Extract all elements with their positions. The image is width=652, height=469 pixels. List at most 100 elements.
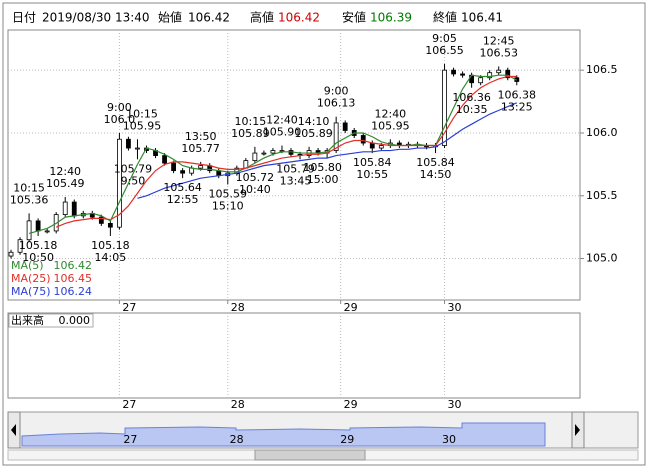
annotation-time: 15:10	[212, 199, 244, 212]
volume-label: 出来高	[11, 313, 44, 327]
legend-value: 106.42	[54, 259, 93, 272]
x-tick-label: 28	[231, 301, 245, 314]
legend-label: MA(5)	[11, 259, 44, 272]
navigator-overview	[21, 422, 546, 447]
annotation-time: 10:55	[356, 168, 388, 181]
candle-body	[460, 73, 465, 76]
annotation-time: 12:40	[266, 114, 298, 127]
annotation-price: 105.95	[123, 119, 162, 132]
annotation-price: 105.79	[114, 162, 153, 175]
candle-body	[496, 69, 502, 74]
candle-body	[333, 122, 339, 151]
annotation-time: 9:00	[107, 101, 132, 114]
annotation-time: 12:40	[49, 165, 81, 178]
header-low: 106.39	[370, 11, 412, 25]
legend-label: MA(75)	[11, 285, 51, 298]
candle-body	[162, 155, 167, 164]
navigator-tick-label: 28	[230, 433, 244, 446]
annotation-price: 105.36	[10, 193, 49, 206]
x-tick-label: 27	[122, 301, 136, 314]
annotation-time: 12:55	[167, 193, 199, 206]
annotation-price: 105.84	[416, 156, 455, 169]
annotation-price: 106.13	[317, 97, 356, 110]
annotation-price: 105.79	[276, 162, 315, 175]
y-tick-label: 106.5	[586, 63, 618, 76]
annotation-time: 10:50	[22, 251, 54, 264]
candle-body	[117, 138, 122, 228]
annotation-time: 14:10	[298, 115, 330, 128]
annotation-price: 105.80	[303, 161, 342, 174]
candle-body	[135, 147, 140, 150]
candle-body	[107, 222, 113, 228]
header-close: 106.41	[461, 11, 503, 25]
candle-body	[261, 152, 267, 155]
volume-pane	[7, 312, 581, 399]
annotation-time: 14:50	[420, 168, 452, 181]
navigator-tick-label: 27	[123, 433, 137, 446]
x-tick-label: 30	[448, 301, 462, 314]
x-tick-label: 28	[231, 398, 245, 411]
scrollbar-thumb[interactable]	[254, 449, 366, 461]
annotation-price: 106.53	[479, 46, 518, 59]
navigator-tick-label: 30	[442, 433, 456, 446]
annotation-price: 105.18	[19, 239, 58, 252]
candle-body	[17, 239, 23, 253]
annotation-price: 105.72	[236, 171, 275, 184]
header-high: 106.42	[278, 11, 320, 25]
annotation-time: 13:50	[185, 130, 217, 143]
annotation-price: 106.38	[498, 88, 537, 101]
candle-body	[487, 72, 493, 79]
annotation-price: 105.89	[231, 127, 270, 140]
legend-value: 106.24	[54, 285, 93, 298]
annotation-time: 9:00	[324, 85, 349, 98]
header: 日付 2019/08/30 13:40 始値 106.42 高値 106.42 …	[12, 10, 503, 25]
legend-label: MA(25)	[11, 272, 51, 285]
legend-value: 106.45	[54, 272, 93, 285]
annotation-time: 10:35	[456, 103, 488, 116]
candle-body	[478, 77, 484, 84]
header-date: 2019/08/30 13:40	[42, 11, 150, 25]
annotation-time: 15:00	[307, 173, 339, 186]
annotation-price: 105.95	[371, 119, 410, 132]
annotation-price: 105.59	[209, 187, 248, 200]
annotation-time: 13:45	[280, 174, 312, 187]
ma-line	[55, 75, 517, 228]
annotation-price: 105.89	[294, 127, 333, 140]
x-tick-label: 30	[448, 398, 462, 411]
candle-body	[44, 230, 50, 233]
ma-line	[137, 102, 518, 199]
candle-body	[378, 145, 384, 149]
candle-body	[198, 165, 204, 169]
candle-body	[71, 201, 77, 217]
price-pane	[7, 29, 581, 301]
y-tick-label: 105.0	[586, 252, 618, 265]
x-tick-label: 29	[344, 398, 358, 411]
annotation-time: 12:40	[374, 107, 406, 120]
candle-body	[505, 69, 511, 79]
annotation-price: 105.64	[163, 181, 202, 194]
annotation-price: 106.0	[104, 113, 136, 126]
annotation-price: 105.77	[181, 142, 220, 155]
annotation-price: 105.90	[263, 126, 302, 139]
annotation-time: 10:40	[239, 183, 271, 196]
annotation-price: 106.36	[452, 91, 491, 104]
y-tick-label: 106.0	[586, 126, 618, 139]
annotation-price: 106.55	[425, 44, 464, 57]
navigator-tick-label: 29	[340, 433, 354, 446]
annotation-time: 10:15	[13, 181, 45, 194]
candle-body	[171, 162, 176, 172]
arrow-right-icon	[575, 424, 580, 436]
x-tick-label: 29	[344, 301, 358, 314]
x-tick-label: 27	[122, 398, 136, 411]
annotation-time: 10:15	[126, 107, 158, 120]
candle-body	[270, 150, 276, 154]
header-label: 終値	[433, 10, 457, 25]
header-label: 安値	[342, 10, 366, 25]
arrow-left-icon	[11, 424, 16, 436]
annotation-time: 10:15	[235, 115, 267, 128]
header-open: 106.42	[188, 11, 230, 25]
annotation-price: 105.84	[353, 156, 392, 169]
candle-body	[252, 152, 258, 162]
candle-body	[360, 135, 366, 144]
annotation-price: 105.49	[46, 177, 85, 190]
